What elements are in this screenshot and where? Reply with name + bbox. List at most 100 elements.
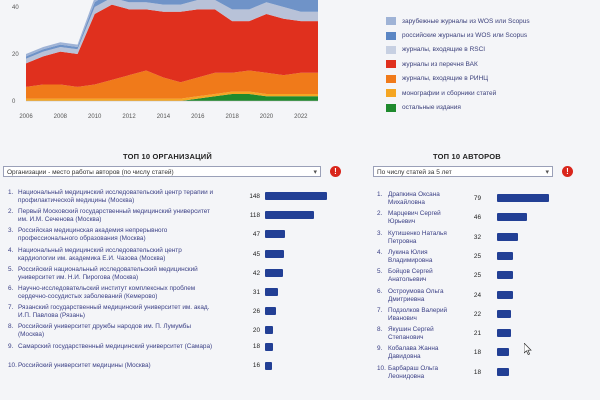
x-tick-label: 2006 [19, 114, 33, 120]
item-name-line: университет им. Н.И. Пирогова (Москва) [18, 273, 139, 281]
item-name-line: Степанович [388, 334, 424, 342]
item-value: 118 [249, 212, 260, 220]
item-name-line: Рязанский государственный медицинский ун… [18, 304, 210, 312]
legend-item: монографии и сборники статей [386, 86, 586, 100]
legend-item: остальные издания [386, 100, 586, 114]
item-name: Кутишенко Наталья Петровна [388, 230, 447, 246]
item-name-line: Марцевич Сергей [388, 210, 441, 218]
x-tick-label: 2012 [122, 114, 136, 120]
item-value: 42 [252, 269, 260, 277]
chevron-down-icon: ▾ [545, 169, 549, 176]
item-name: Российский национальный исследовательски… [18, 266, 198, 282]
item-name-line: Первый Московский государственный медици… [18, 208, 210, 216]
rank-number: 9. [8, 342, 14, 350]
legend-swatch [386, 103, 396, 112]
area-series-6 [26, 0, 99, 57]
item-name: Научно-исследовательский институт компле… [18, 285, 195, 301]
item-value: 45 [252, 250, 260, 258]
item-name-line: Российский национальный исследовательски… [18, 265, 198, 273]
rank-number: 3. [8, 227, 14, 235]
item-value: 26 [252, 308, 260, 316]
area-series-4 [26, 0, 318, 64]
rank-number: 8. [377, 326, 383, 334]
legend-swatch [386, 60, 396, 69]
item-name: Национальный медицинский исследовательск… [18, 189, 213, 205]
item-name-line: Драпкина Оксана [388, 191, 440, 198]
item-value: 18 [252, 342, 260, 350]
item-name: Рязанский государственный медицинский ун… [18, 304, 209, 320]
value-bar [265, 342, 273, 351]
legend-label: остальные издания [402, 104, 461, 112]
info-icon[interactable]: ! [562, 166, 573, 177]
item-value: 25 [473, 252, 481, 260]
item-name: Подзолков Валерий Иванович [388, 307, 447, 323]
legend-label: журналы, входящие в RSCI [402, 46, 486, 54]
value-bar [265, 230, 285, 239]
legend-item: журналы, входящие в РИНЦ [386, 72, 586, 86]
item-value: 20 [252, 327, 260, 335]
item-value: 16 [252, 361, 260, 369]
rank-number: 8. [8, 323, 14, 331]
value-bar [497, 194, 549, 202]
item-name-line: им. И.М. Сеченова (Москва) [18, 216, 102, 224]
rank-number: 6. [8, 285, 14, 292]
legend-swatch [386, 31, 396, 40]
item-name-line: Национальный медицинский исследовательск… [18, 189, 214, 196]
item-name-line: Бойцов Сергей [388, 268, 433, 276]
authors-select-value: По числу статей за 5 лет [377, 169, 452, 176]
item-name-line: Барбараш Ольга [388, 364, 439, 372]
orgs-sort-select[interactable]: Организации - место работы авторов (по ч… [3, 166, 321, 177]
rank-number: 4. [377, 248, 383, 256]
item-name-line: Национальный медицинский исследовательск… [18, 246, 182, 254]
info-icon[interactable]: ! [330, 166, 341, 177]
x-tick-label: 2008 [54, 114, 68, 120]
legend-item: журналы, входящие в RSCI [386, 43, 586, 57]
item-name-line: Самарский государственный медицинский ун… [18, 342, 213, 350]
item-name: Национальный медицинский исследовательск… [18, 247, 182, 263]
legend-swatch [386, 89, 396, 98]
value-bar [265, 361, 272, 370]
item-name: Лукина Юлия Владимировна [388, 249, 432, 265]
legend-swatch [386, 45, 396, 54]
item-name: Якушин Сергей Степанович [388, 326, 434, 342]
item-name-line: И.П. Павлова (Рязань) [18, 312, 86, 320]
y-tick-label: 20 [12, 52, 19, 58]
area-series-2 [26, 70, 318, 99]
item-value: 22 [473, 310, 481, 318]
rank-number: 5. [377, 268, 383, 276]
value-bar [497, 251, 514, 260]
rank-number: 2. [8, 208, 14, 216]
legend-label: зарубежные журналы из WOS или Scopus [402, 17, 530, 25]
item-value: 24 [473, 291, 481, 299]
item-name-line: Российская медицинская академия непрерыв… [18, 227, 168, 235]
rank-number: 3. [377, 229, 383, 237]
item-name-line: Юрьевич [388, 218, 416, 226]
rank-number: 9. [377, 345, 383, 353]
authors-sort-select[interactable]: По числу статей за 5 лет ▾ [373, 166, 553, 177]
item-name-line: Лукина Юлия [388, 248, 428, 256]
value-bar [497, 367, 509, 376]
item-name-line: кардиологии им. академика Е.И. Чазова (М… [18, 254, 166, 262]
area-series-3 [26, 4, 318, 87]
item-name-line: Иванович [388, 314, 417, 322]
value-bar [265, 307, 276, 316]
legend-item: российские журналы из WOS или Scopus [386, 28, 586, 42]
chart-legend: зарубежные журналы из WOS или Scopus росс… [386, 14, 586, 115]
rank-number: 1. [377, 191, 383, 198]
item-name-line: Петровна [388, 237, 417, 245]
item-name-line: сердечно-сосудистых заболеваний (Кемеров… [18, 293, 158, 300]
legend-label: журналы, входящие в РИНЦ [402, 75, 489, 83]
value-bar [265, 288, 278, 296]
item-value: 25 [473, 272, 481, 280]
rank-number: 7. [377, 306, 383, 314]
item-name-line: Давидовна [388, 353, 421, 361]
item-name: Российская медицинская академия непрерыв… [18, 227, 167, 243]
item-name-line: Кутишенко Наталья [388, 229, 447, 237]
item-name-line: Дмитриевна [388, 295, 425, 303]
value-bar [497, 271, 514, 280]
y-tick-label: 0 [12, 99, 16, 105]
area-series-5 [26, 0, 318, 59]
mouse-cursor-icon [524, 343, 532, 355]
item-name-line: Кобалава Жанна [388, 345, 439, 353]
value-bar [265, 268, 283, 277]
